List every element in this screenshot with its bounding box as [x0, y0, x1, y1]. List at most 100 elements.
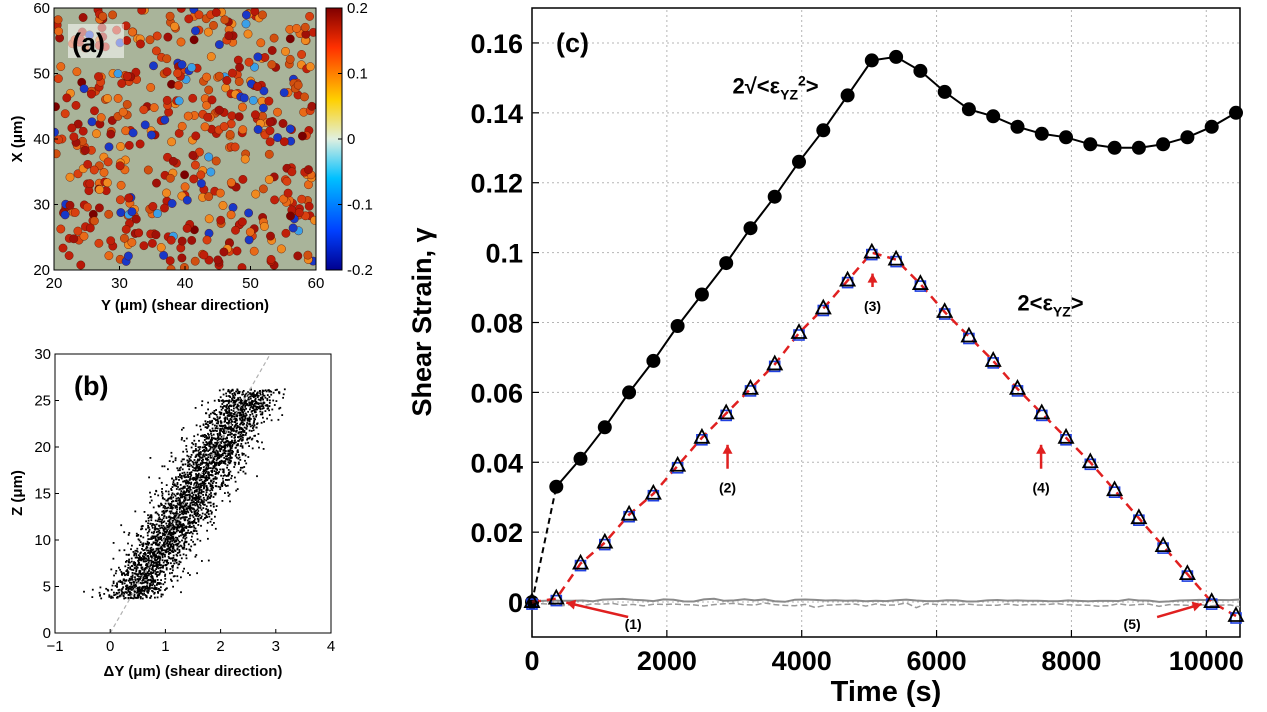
sample-dot [175, 504, 178, 507]
sample-dot [238, 426, 241, 429]
sample-dot [256, 396, 259, 398]
particle-dot [103, 178, 112, 188]
sample-dot [197, 497, 200, 500]
sample-dot [191, 442, 194, 444]
sample-dot [191, 535, 193, 538]
sample-dot [175, 536, 177, 539]
sample-dot [227, 495, 230, 497]
sample-dot [167, 532, 170, 535]
sample-dot [213, 437, 215, 440]
sample-dot [249, 402, 252, 405]
sample-dot [185, 504, 188, 507]
sample-dot [247, 391, 249, 393]
sample-dot [236, 488, 239, 490]
particle-dot [249, 246, 259, 256]
sample-dot [248, 401, 251, 404]
sample-dot [148, 526, 150, 529]
sample-dot [179, 502, 181, 504]
sample-dot [163, 545, 166, 548]
particle-dot [214, 71, 224, 81]
sample-dot [262, 390, 265, 392]
sample-dot [136, 591, 139, 594]
sample-dot [144, 577, 147, 580]
sample-dot [131, 574, 134, 577]
sample-dot [184, 499, 187, 501]
sample-dot [154, 519, 157, 522]
sample-dot [251, 447, 254, 450]
sample-dot [172, 528, 175, 531]
sample-dot [241, 421, 244, 424]
sample-dot [183, 567, 185, 570]
sample-dot [206, 437, 209, 440]
sample-dot [169, 524, 172, 526]
particle-dot [264, 175, 274, 185]
sample-dot [181, 495, 184, 498]
sample-dot [223, 400, 226, 403]
sample-dot [164, 539, 167, 542]
sample-dot [127, 554, 130, 556]
sample-dot [151, 580, 153, 583]
particle-dot [121, 224, 131, 234]
rms-strain-point [986, 109, 1001, 124]
sample-dot [195, 496, 198, 499]
sample-dot [181, 511, 184, 513]
sample-dot [116, 582, 118, 585]
sample-dot [185, 527, 188, 529]
event-marker-3: (3) [864, 298, 881, 314]
sample-dot [199, 483, 201, 485]
sample-dot [202, 494, 204, 496]
sample-dot [237, 463, 240, 465]
sample-dot [193, 467, 196, 469]
sample-dot [226, 439, 229, 442]
sample-dot [229, 456, 232, 459]
sample-dot [244, 406, 247, 408]
sample-dot [171, 537, 173, 540]
sample-dot [227, 474, 229, 477]
particle-dot [134, 228, 144, 238]
sample-dot [244, 417, 247, 420]
sample-dot [207, 559, 210, 562]
sample-dot [231, 475, 233, 477]
sample-dot [215, 482, 218, 484]
sample-dot [166, 548, 168, 551]
sample-dot [224, 445, 226, 448]
sample-dot [233, 430, 235, 432]
sample-dot [186, 494, 189, 497]
sample-dot [204, 436, 206, 438]
particle-dot [187, 235, 197, 245]
sample-dot [249, 408, 251, 411]
panel-c-ytick-label: 0.08 [470, 309, 523, 339]
sample-dot [241, 391, 244, 393]
sample-dot [165, 532, 168, 534]
sample-dot [134, 576, 136, 579]
sample-dot [138, 554, 140, 557]
sample-dot [172, 481, 175, 483]
sample-dot [204, 478, 207, 481]
sample-dot [164, 573, 167, 576]
particle-dot [188, 93, 198, 103]
sample-dot [209, 429, 211, 432]
sample-dot [198, 468, 201, 470]
sample-dot [191, 466, 194, 468]
particle-dot [65, 200, 75, 210]
sample-dot [145, 547, 147, 550]
rms-strain-point [573, 451, 588, 466]
particle-dot [170, 22, 180, 31]
sample-dot [183, 511, 186, 514]
sample-dot [188, 517, 190, 520]
sample-dot [163, 515, 166, 517]
sample-dot [222, 388, 225, 391]
particle-dot [190, 160, 200, 170]
sample-dot [202, 476, 205, 479]
sample-dot [123, 531, 126, 534]
sample-dot [196, 433, 199, 436]
sample-dot [154, 541, 156, 544]
sample-dot [146, 576, 149, 579]
mean-strain-triangle [814, 298, 832, 315]
sample-dot [186, 519, 189, 522]
sample-dot [141, 527, 144, 530]
sample-dot [204, 513, 206, 516]
sample-dot [278, 392, 281, 395]
sample-dot [220, 436, 223, 438]
sample-dot [182, 529, 185, 532]
